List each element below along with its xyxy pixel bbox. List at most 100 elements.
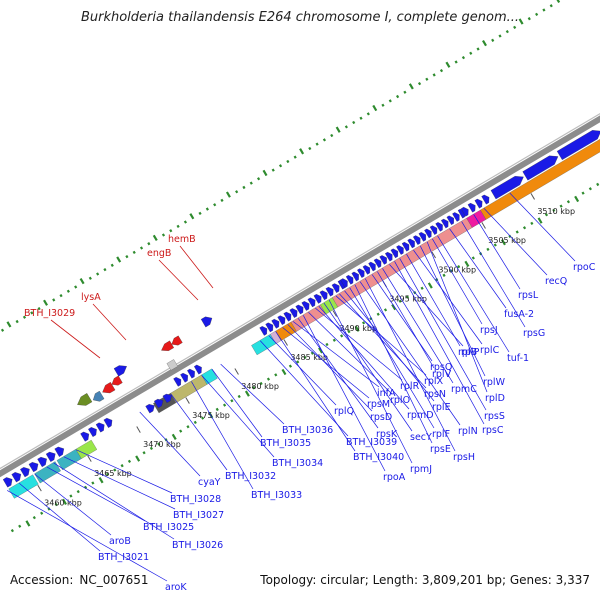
blue-label-leader [53,462,175,540]
forward-gene-arrow [283,311,292,322]
gc-tick-inner [237,394,241,399]
scale-label: 3490 kbp [339,324,377,333]
topology-label: Topology: [260,573,317,587]
scale-label: 3465 kbp [94,469,132,478]
blue-label-leader [449,228,507,309]
blue-gene-label: recQ [545,276,567,287]
blue-label-leader [399,258,487,411]
forward-gene-arrow [379,255,387,265]
blue-label-leader [292,321,380,388]
blue-label-leader [349,287,435,429]
forward-gene-arrow [319,290,328,301]
gc-tick-inner [544,213,549,217]
forward-gene-arrow [259,326,268,336]
forward-gene-arrow [88,427,97,438]
gene-block [75,439,98,459]
scale-tick [481,222,486,229]
blue-label-leader [315,307,403,381]
forward-gene-arrow [396,245,404,255]
gc-tick-outer [549,4,553,8]
gc-tick-inner [442,273,446,277]
gc-tick-inner [127,459,132,464]
blue-gene-label: BTH_I3028 [170,494,221,505]
blue-gene-label: rplP [461,347,480,358]
gc-tick-outer [152,234,158,241]
blue-gene-label: rpsJ [480,325,498,336]
gc-tick-inner [588,187,592,191]
gc-tick-inner [62,498,67,505]
blue-label-leader [432,238,483,325]
gc-tick-inner [354,325,360,332]
gc-tick-inner [201,416,205,420]
gc-tick-outer [352,120,356,125]
gc-tick-outer [116,256,122,263]
gene-block [34,461,61,484]
forward-gene-arrow [45,451,56,463]
blue-label-leader [201,375,275,458]
gc-tick-outer [454,60,458,64]
scale-tick [332,310,337,317]
forward-gene-arrow [429,225,438,235]
gc-tick-outer [43,299,48,306]
red-label-leader [92,303,127,341]
scale-label: 3460 kbp [44,499,82,508]
gc-tick-inner [581,191,585,195]
forward-gene-arrow [481,194,490,205]
forward-gene-arrow [357,268,365,278]
forward-gene-arrow [295,304,304,315]
blue-label-leader [302,315,386,472]
forward-gene-arrow [384,251,393,262]
gc-tick-outer [176,224,180,229]
red-label-leader [158,259,199,301]
blue-label-leader [406,254,461,347]
forward-gene-arrow [368,261,376,272]
gene-block [480,139,600,220]
gc-tick-inner [383,308,388,312]
forward-gene-arrow [187,368,195,379]
gc-tick-outer [482,39,487,47]
gc-tick-outer [556,0,561,4]
gc-tick-outer [498,34,502,38]
blue-label-leader [297,318,379,429]
gc-tick-outer [125,255,129,259]
gc-tick-inner [515,230,519,234]
gc-tick-inner [193,420,197,425]
gc-tick-inner [530,221,534,226]
gc-tick-outer [249,181,253,185]
reverse-gene-arrow [102,381,116,394]
accession-label: Accession: [10,573,74,587]
blue-gene-label: rpsM [367,399,390,410]
gc-tick-outer [110,263,114,267]
forward-gene-arrow [407,238,415,249]
forward-gene-arrow [474,198,483,209]
blue-gene-label: BTH_I3025 [143,522,194,533]
gc-tick-inner [361,321,366,325]
blue-gene-label: rpmC [451,384,477,395]
blue-label-leader [420,245,486,377]
gc-tick-outer [169,229,173,233]
blue-label-leader [7,490,168,582]
topology-info: Topology: circular; Length: 3,809,201 bp… [260,573,590,587]
gc-tick-inner [288,364,292,368]
forward-gene-arrow [446,215,454,226]
forward-gene-arrow [460,206,469,217]
forward-gene-arrow [113,365,127,377]
blue-gene-label: tuf-1 [507,353,529,364]
forward-gene-arrow [331,283,340,294]
blue-label-leader [287,324,373,412]
gc-tick-outer [417,81,422,86]
forward-gene-arrow [467,202,476,213]
gc-tick-inner [69,494,73,498]
gc-tick-outer [344,125,348,129]
forward-gene-arrow [556,130,600,161]
blue-label-leader [170,393,228,471]
gc-tick-outer [408,83,414,90]
gc-tick-inner [464,260,470,267]
gc-tick-outer [445,61,451,68]
topology-value: circular [320,573,365,587]
forward-gene-arrow [522,155,559,181]
gc-tick-outer [37,306,41,311]
gc-tick-inner [142,451,146,455]
forward-gene-arrow [28,462,39,473]
blue-gene-label: rplE [432,402,451,413]
